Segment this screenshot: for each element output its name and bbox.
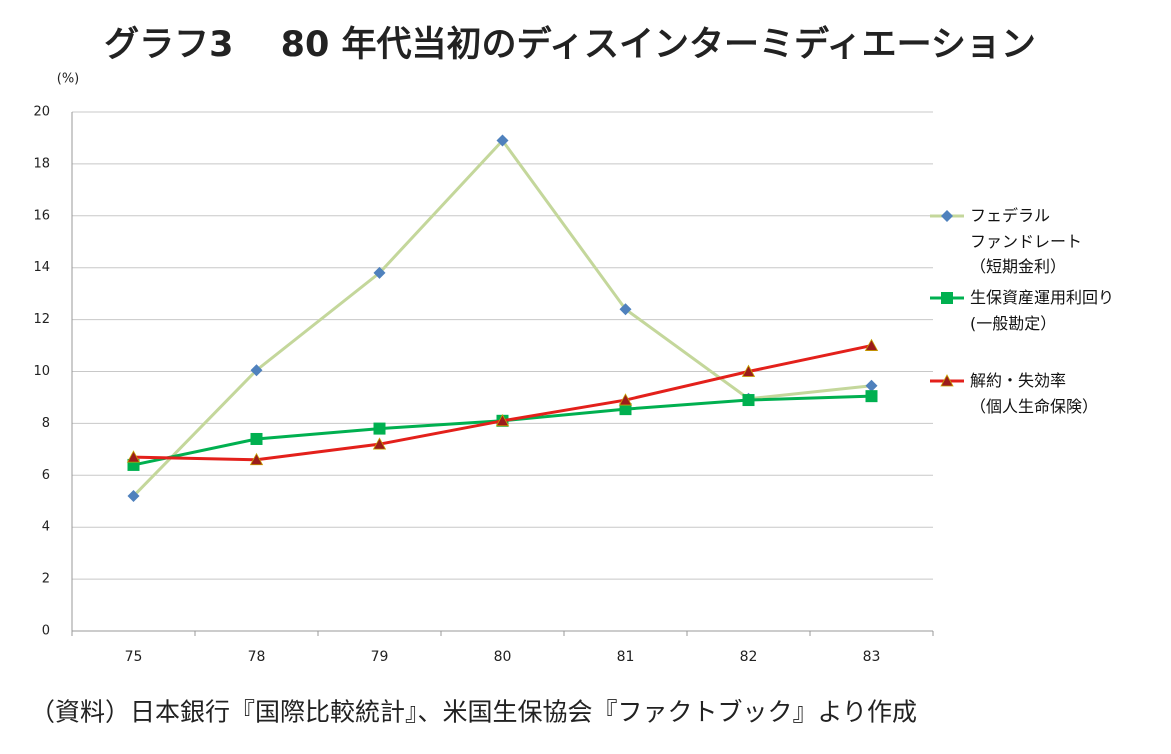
y-tick-label: 2 xyxy=(42,572,50,587)
x-tick-label: 81 xyxy=(617,649,635,665)
series-line xyxy=(133,394,872,467)
x-tick-label: 78 xyxy=(248,649,266,665)
marker xyxy=(940,374,954,387)
y-tick-label: 18 xyxy=(33,156,50,171)
y-tick-label: 20 xyxy=(33,105,50,120)
x-tick-label: 82 xyxy=(740,649,758,665)
y-tick-label: 6 xyxy=(42,468,50,483)
marker xyxy=(941,210,953,222)
marker xyxy=(742,394,755,407)
chart-title: グラフ3 80 年代当初のディスインターミディエーション xyxy=(104,24,1036,65)
marker xyxy=(741,364,756,377)
y-tick-label: 12 xyxy=(33,312,50,327)
marker xyxy=(127,490,140,503)
marker xyxy=(126,450,141,463)
marker xyxy=(250,364,263,377)
marker xyxy=(865,379,878,392)
legend-label: 解約・失効率 （個人生命保険） xyxy=(970,371,1099,416)
marker xyxy=(495,413,510,427)
marker xyxy=(496,134,509,147)
marker xyxy=(619,303,632,316)
marker xyxy=(619,403,632,416)
legend-label: 生保資産運用利回り (一般勘定） xyxy=(970,288,1115,333)
marker xyxy=(373,422,386,435)
x-tick-label: 75 xyxy=(125,649,143,665)
y-tick-label: 10 xyxy=(33,364,50,379)
x-tick-label: 83 xyxy=(863,649,881,665)
source-note: （資料）日本銀行『国際比較統計』、米国生保協会『ファクトブック』より作成 xyxy=(30,698,917,727)
marker xyxy=(865,390,878,403)
legend-label: フェデラル ファンドレート （短期金利） xyxy=(970,206,1083,276)
marker xyxy=(372,437,387,450)
y-tick-label: 14 xyxy=(33,260,50,275)
x-tick-label: 79 xyxy=(371,649,389,665)
x-tick-label: 80 xyxy=(494,649,512,665)
y-tick-label: 8 xyxy=(42,416,50,431)
y-tick-label: 0 xyxy=(42,624,50,639)
marker xyxy=(864,338,879,351)
marker xyxy=(941,292,953,304)
marker xyxy=(373,266,386,279)
y-tick-label: 16 xyxy=(33,208,50,223)
y-unit: (%) xyxy=(57,72,80,87)
marker xyxy=(618,393,633,406)
marker xyxy=(250,432,263,445)
y-tick-label: 4 xyxy=(42,520,50,535)
marker xyxy=(249,452,264,466)
